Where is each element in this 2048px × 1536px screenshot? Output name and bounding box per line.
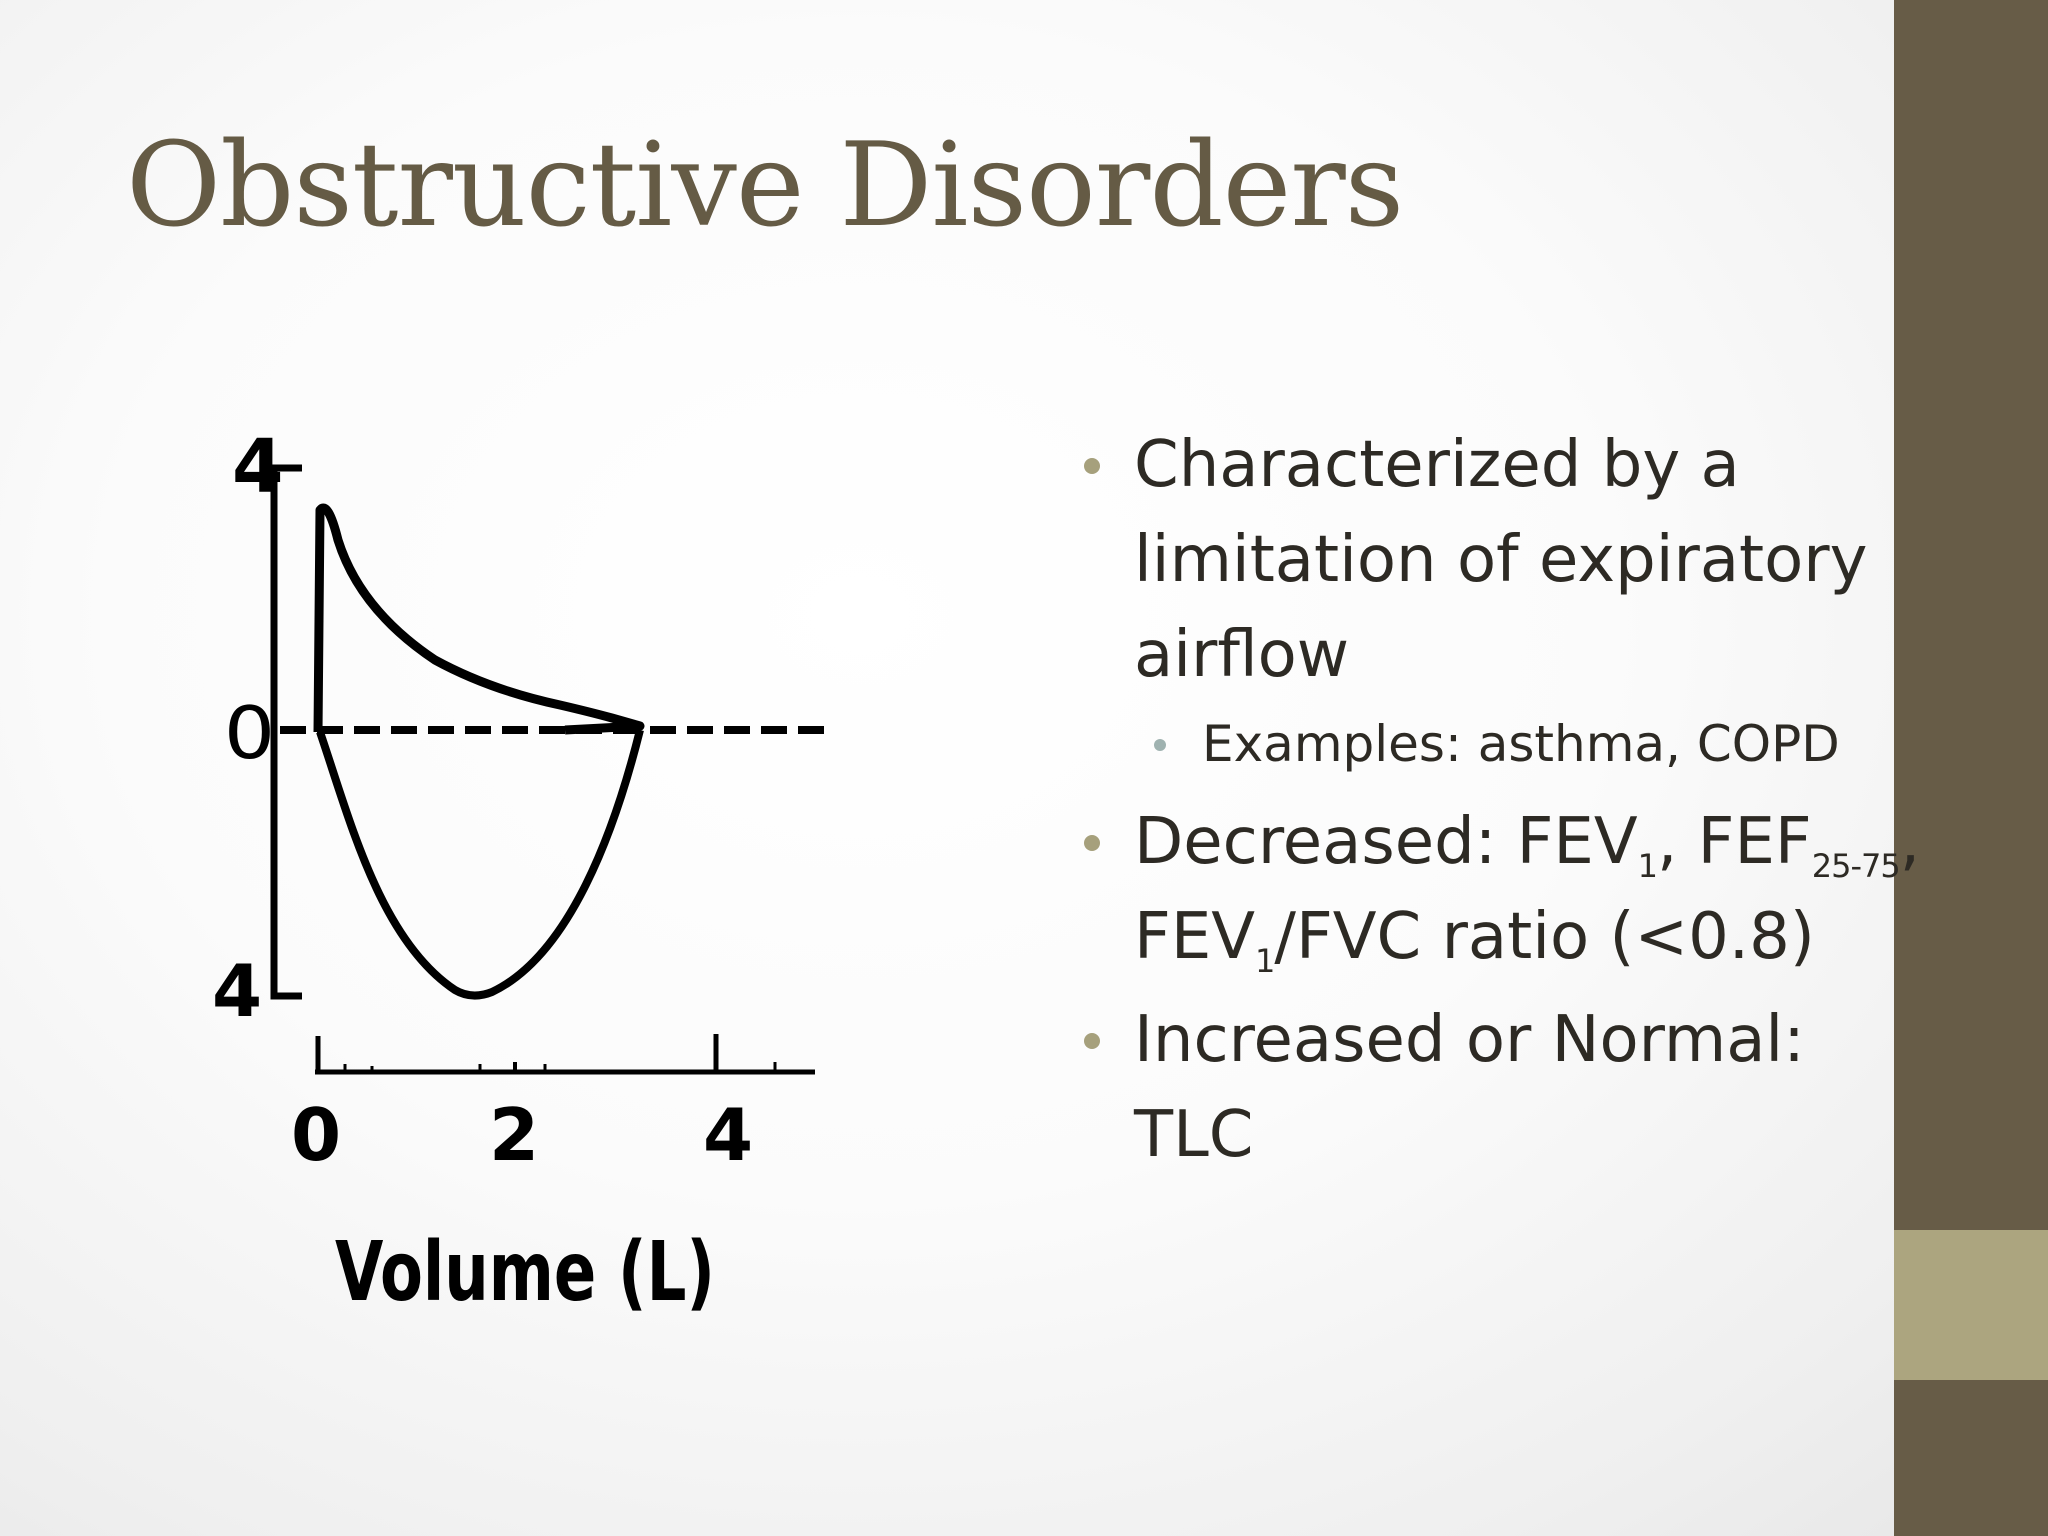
bullet-2-text-e: /FVC ratio (<0.8) bbox=[1274, 900, 1815, 974]
bullet-1-line-2: limitation of expiratory bbox=[1134, 523, 1868, 597]
x-tick-label-0: 0 bbox=[291, 1093, 341, 1177]
inspiratory-curve bbox=[316, 729, 644, 1000]
y-tick-label-bottom: 4 bbox=[212, 949, 262, 1033]
bullet-2-text-d: FEV bbox=[1134, 900, 1256, 974]
bullet-1-line-3: airflow bbox=[1134, 618, 1350, 692]
x-tick-label-2: 2 bbox=[489, 1093, 539, 1177]
bullet-2-line-2: FEV1/FVC ratio (<0.8) bbox=[1134, 890, 1884, 985]
bullet-dot-icon bbox=[1084, 1033, 1100, 1049]
bullet-2-text-a: Decreased: FEV bbox=[1134, 805, 1638, 879]
y-axis-bracket bbox=[270, 464, 302, 1000]
sub-bullet-text: Examples: asthma, COPD bbox=[1202, 715, 1840, 773]
bullet-dot-icon bbox=[1084, 835, 1100, 851]
bullet-3-line-1: Increased or Normal: bbox=[1134, 1003, 1805, 1077]
bullet-list: Characterized by a limitation of expirat… bbox=[1084, 418, 1920, 1191]
x-axis-title: Volume (L) bbox=[335, 1225, 715, 1320]
bullet-2-text-c: , bbox=[1899, 805, 1921, 879]
decorative-side-accent bbox=[1894, 1230, 2048, 1380]
flow-volume-loop-graphic: 4 0 4 0 2 4 Volume (L) bbox=[212, 424, 825, 1320]
sub-bullet-examples: Examples: asthma, COPD bbox=[1084, 711, 1884, 777]
bullet-increased: Increased or Normal: TLC bbox=[1084, 993, 1884, 1183]
bullet-2-subscript-a: 1 bbox=[1637, 847, 1658, 885]
bullet-2-line-1: Decreased: FEV1, FEF25-75, bbox=[1134, 795, 1920, 890]
bullet-dot-icon bbox=[1084, 458, 1100, 474]
y-tick-label-top: 4 bbox=[232, 424, 284, 510]
flow-volume-loop-figure: 4 0 4 0 2 4 Volume (L) bbox=[150, 400, 870, 1360]
bullet-2-subscript-c: 1 bbox=[1255, 942, 1275, 980]
bullet-3-line-2: TLC bbox=[1134, 1098, 1254, 1172]
bullet-2-text-b: , FEF bbox=[1656, 805, 1812, 879]
expiratory-curve bbox=[313, 503, 645, 735]
bullet-2-subscript-b: 25-75 bbox=[1811, 847, 1901, 885]
x-tick-label-4: 4 bbox=[703, 1093, 753, 1177]
y-tick-label-mid: 0 bbox=[224, 692, 275, 776]
bullet-decreased: Decreased: FEV1, FEF25-75, FEV1/FVC rati… bbox=[1084, 795, 1920, 985]
bullet-characterized: Characterized by a limitation of expirat… bbox=[1084, 418, 1884, 703]
sub-bullet-dot-icon bbox=[1154, 739, 1166, 751]
slide-title: Obstructive Disorders bbox=[126, 118, 1404, 253]
bullet-1-line-1: Characterized by a bbox=[1134, 428, 1740, 502]
